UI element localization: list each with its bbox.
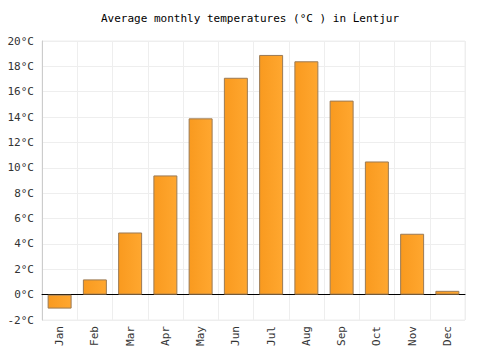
svg-text:20°C: 20°C	[8, 35, 35, 48]
svg-text:Sep: Sep	[335, 326, 348, 346]
svg-text:16°C: 16°C	[8, 85, 35, 98]
svg-text:Jan: Jan	[53, 326, 66, 346]
svg-text:14°C: 14°C	[8, 111, 35, 124]
svg-text:Apr: Apr	[159, 326, 172, 346]
svg-text:Aug: Aug	[300, 326, 313, 346]
svg-text:Jul: Jul	[265, 326, 278, 346]
svg-text:18°C: 18°C	[8, 60, 35, 73]
svg-text:Average monthly temperatures (: Average monthly temperatures (°C ) in Ĺe…	[101, 12, 399, 25]
svg-text:12°C: 12°C	[8, 136, 35, 149]
svg-text:6°C: 6°C	[14, 212, 34, 225]
svg-text:8°C: 8°C	[14, 187, 34, 200]
svg-text:4°C: 4°C	[14, 237, 34, 250]
svg-text:0°C: 0°C	[14, 288, 34, 301]
svg-text:Dec: Dec	[441, 326, 454, 346]
svg-text:Feb: Feb	[88, 326, 101, 346]
svg-text:Mar: Mar	[124, 326, 137, 346]
svg-text:2°C: 2°C	[14, 263, 34, 276]
svg-text:Jun: Jun	[229, 326, 242, 346]
svg-text:10°C: 10°C	[8, 161, 35, 174]
svg-text:-2°C: -2°C	[8, 314, 35, 327]
svg-text:Nov: Nov	[406, 326, 419, 346]
svg-text:Oct: Oct	[370, 326, 383, 346]
svg-text:May: May	[194, 326, 207, 346]
